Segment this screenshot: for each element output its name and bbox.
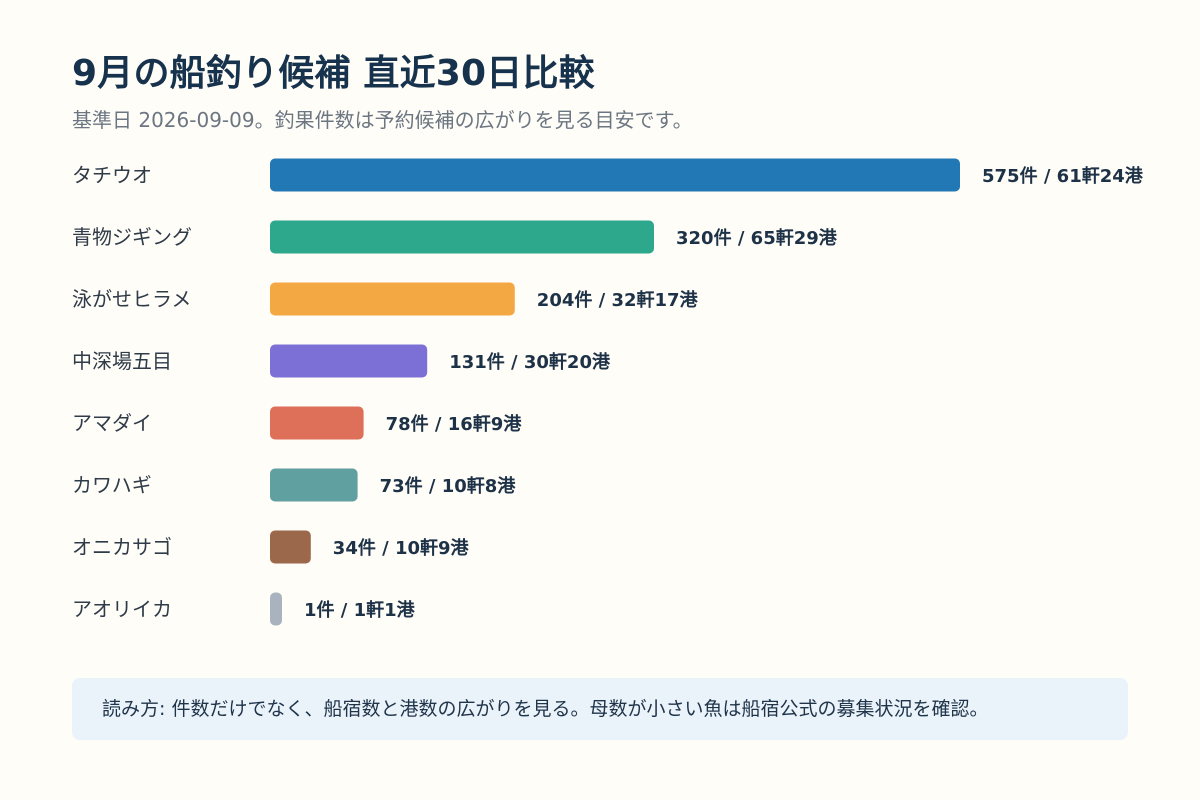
category-label: アマダイ bbox=[72, 411, 152, 435]
reading-note: 読み方: 件数だけでなく、船宿数と港数の広がりを見る。母数が小さい魚は船宿公式の… bbox=[72, 678, 1128, 740]
bar bbox=[270, 468, 358, 502]
chart-title: 9月の船釣り候補 直近30日比較 bbox=[72, 53, 595, 94]
bar bbox=[270, 220, 654, 254]
category-label: オニカサゴ bbox=[72, 535, 172, 559]
bar bbox=[270, 158, 960, 192]
chart-subtitle: 基準日 2026-09-09。釣果件数は予約候補の広がりを見る目安です。 bbox=[72, 108, 693, 132]
bar-value-label: 204件 / 32軒17港 bbox=[537, 289, 699, 311]
category-label: 泳がせヒラメ bbox=[72, 287, 191, 311]
bar-value-label: 73件 / 10軒8港 bbox=[380, 475, 517, 497]
bar-value-label: 575件 / 61軒24港 bbox=[982, 165, 1144, 187]
category-label: アオリイカ bbox=[72, 597, 172, 621]
bar-value-label: 34件 / 10軒9港 bbox=[333, 537, 470, 559]
category-label: 青物ジギング bbox=[72, 225, 192, 249]
bar-value-label: 78件 / 16軒9港 bbox=[386, 413, 523, 435]
bar-value-label: 1件 / 1軒1港 bbox=[304, 599, 416, 621]
bar bbox=[270, 344, 428, 378]
bar bbox=[270, 530, 311, 564]
bar bbox=[270, 592, 282, 626]
bar-value-label: 320件 / 65軒29港 bbox=[676, 227, 838, 249]
bar bbox=[270, 406, 364, 440]
category-label: 中深場五目 bbox=[72, 349, 172, 373]
category-label: タチウオ bbox=[72, 163, 152, 187]
category-label: カワハギ bbox=[72, 473, 152, 497]
bar bbox=[270, 282, 515, 316]
bar-value-label: 131件 / 30軒20港 bbox=[449, 351, 611, 373]
